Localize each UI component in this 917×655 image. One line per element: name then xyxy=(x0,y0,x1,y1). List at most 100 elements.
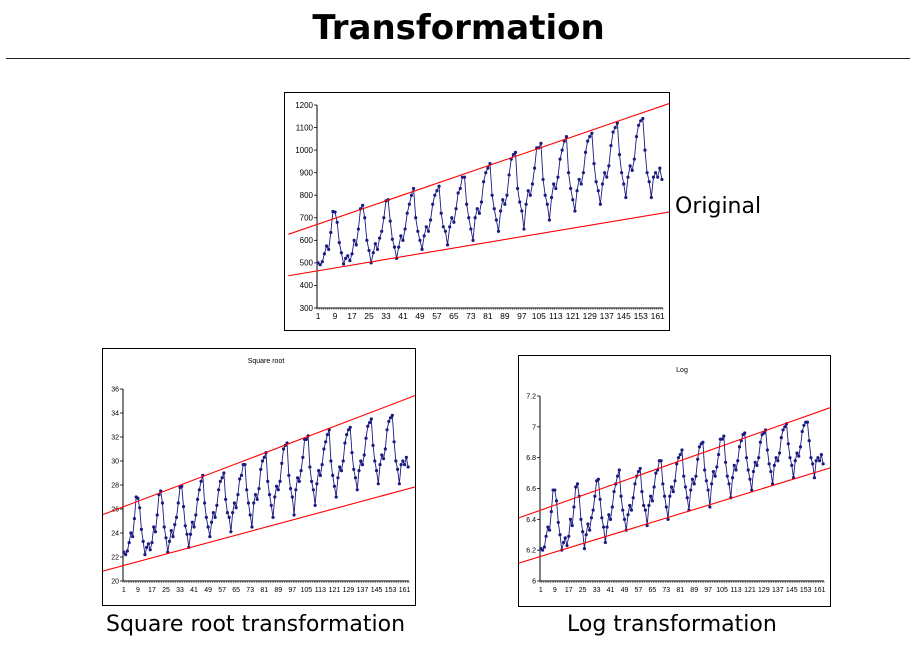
trend-line-upper xyxy=(103,394,415,516)
data-point xyxy=(727,482,731,486)
data-point xyxy=(456,191,460,195)
data-point xyxy=(530,182,535,186)
data-point xyxy=(334,495,338,499)
x-tick-label: 137 xyxy=(357,587,369,594)
data-point xyxy=(581,171,585,175)
x-tick-label: 33 xyxy=(176,587,184,594)
data-point xyxy=(575,482,580,486)
x-tick-label: 65 xyxy=(232,587,240,594)
data-point xyxy=(232,501,237,505)
x-tick-label: 9 xyxy=(136,587,140,594)
y-tick-label: 6.8 xyxy=(526,455,536,462)
data-point xyxy=(549,510,553,514)
data-point xyxy=(431,202,435,206)
data-point xyxy=(788,456,792,460)
data-point xyxy=(496,229,501,233)
data-point xyxy=(543,193,547,197)
data-point xyxy=(675,462,679,466)
data-point xyxy=(336,476,340,480)
x-tick-label: 145 xyxy=(786,587,798,594)
x-tick-label: 129 xyxy=(583,311,597,321)
data-point xyxy=(602,525,606,529)
data-point xyxy=(771,482,775,486)
data-point xyxy=(341,262,346,266)
data-point xyxy=(594,180,598,184)
data-point xyxy=(278,479,282,483)
data-point xyxy=(590,131,594,135)
x-tick-label: 57 xyxy=(432,311,442,321)
x-tick-label: 105 xyxy=(532,311,546,321)
data-point xyxy=(622,182,626,186)
data-point xyxy=(638,466,642,471)
data-point xyxy=(458,186,462,191)
data-point xyxy=(629,508,634,512)
data-point xyxy=(381,457,386,461)
data-point xyxy=(331,473,335,477)
data-point xyxy=(287,473,291,477)
data-point xyxy=(617,468,621,472)
data-point xyxy=(492,207,496,211)
data-point xyxy=(443,229,448,233)
data-point xyxy=(401,238,405,242)
data-point xyxy=(211,511,215,515)
data-point xyxy=(631,496,635,500)
data-point xyxy=(385,428,389,432)
data-point xyxy=(626,513,630,517)
label-square-root: Square root transformation xyxy=(106,612,406,637)
data-point xyxy=(621,508,625,512)
data-point xyxy=(642,503,646,508)
x-tick-label: 73 xyxy=(246,587,254,594)
x-tick-label: 65 xyxy=(449,311,459,321)
data-point xyxy=(554,186,558,191)
data-point xyxy=(382,216,386,220)
x-tick-label: 49 xyxy=(621,587,629,594)
data-point xyxy=(570,523,574,528)
data-point xyxy=(333,210,337,214)
x-tick-label: 9 xyxy=(333,311,338,321)
x-tick-label: 49 xyxy=(415,311,425,321)
data-point xyxy=(656,175,660,179)
data-point xyxy=(678,452,682,457)
data-point xyxy=(299,469,303,473)
data-point xyxy=(253,493,258,497)
data-point xyxy=(482,180,486,184)
data-point xyxy=(160,501,165,505)
data-point xyxy=(567,534,571,538)
data-point xyxy=(520,209,524,213)
data-point xyxy=(267,493,272,497)
data-point xyxy=(280,461,284,465)
chart-square-root: Square root20222426283032343619172533414… xyxy=(103,358,415,594)
data-point xyxy=(188,532,193,536)
data-point xyxy=(662,494,667,498)
data-point xyxy=(577,177,581,182)
chart-log: Log 6 6.2 6.4 6.6 6.8 7 7.2 1 9 17 25 33 41 49 57 65 73 81… xyxy=(519,367,830,594)
data-point xyxy=(405,211,409,215)
data-point xyxy=(371,443,375,447)
data-point xyxy=(591,508,595,512)
data-point xyxy=(295,476,300,480)
x-tick-label: 65 xyxy=(648,587,656,594)
y-tick-label: 1000 xyxy=(295,146,313,155)
data-point xyxy=(132,517,136,521)
data-point xyxy=(650,499,654,503)
x-tick-label: 41 xyxy=(398,311,408,321)
data-point xyxy=(713,474,717,478)
data-point xyxy=(516,186,520,191)
data-point xyxy=(819,452,823,457)
data-point xyxy=(407,202,411,206)
x-tick-label: 113 xyxy=(730,587,741,594)
y-tick-label: 500 xyxy=(300,259,314,268)
data-point xyxy=(671,489,675,494)
data-point xyxy=(732,463,736,467)
data-point xyxy=(755,463,759,467)
data-point xyxy=(734,468,738,472)
series-line xyxy=(123,414,409,556)
data-point xyxy=(545,202,549,206)
x-tick-label: 129 xyxy=(758,587,770,594)
data-point xyxy=(748,477,752,481)
data-point xyxy=(322,447,326,451)
data-point xyxy=(195,497,200,501)
trend-line-lower xyxy=(519,467,830,564)
x-tick-label: 137 xyxy=(600,311,614,321)
data-point xyxy=(339,469,344,473)
